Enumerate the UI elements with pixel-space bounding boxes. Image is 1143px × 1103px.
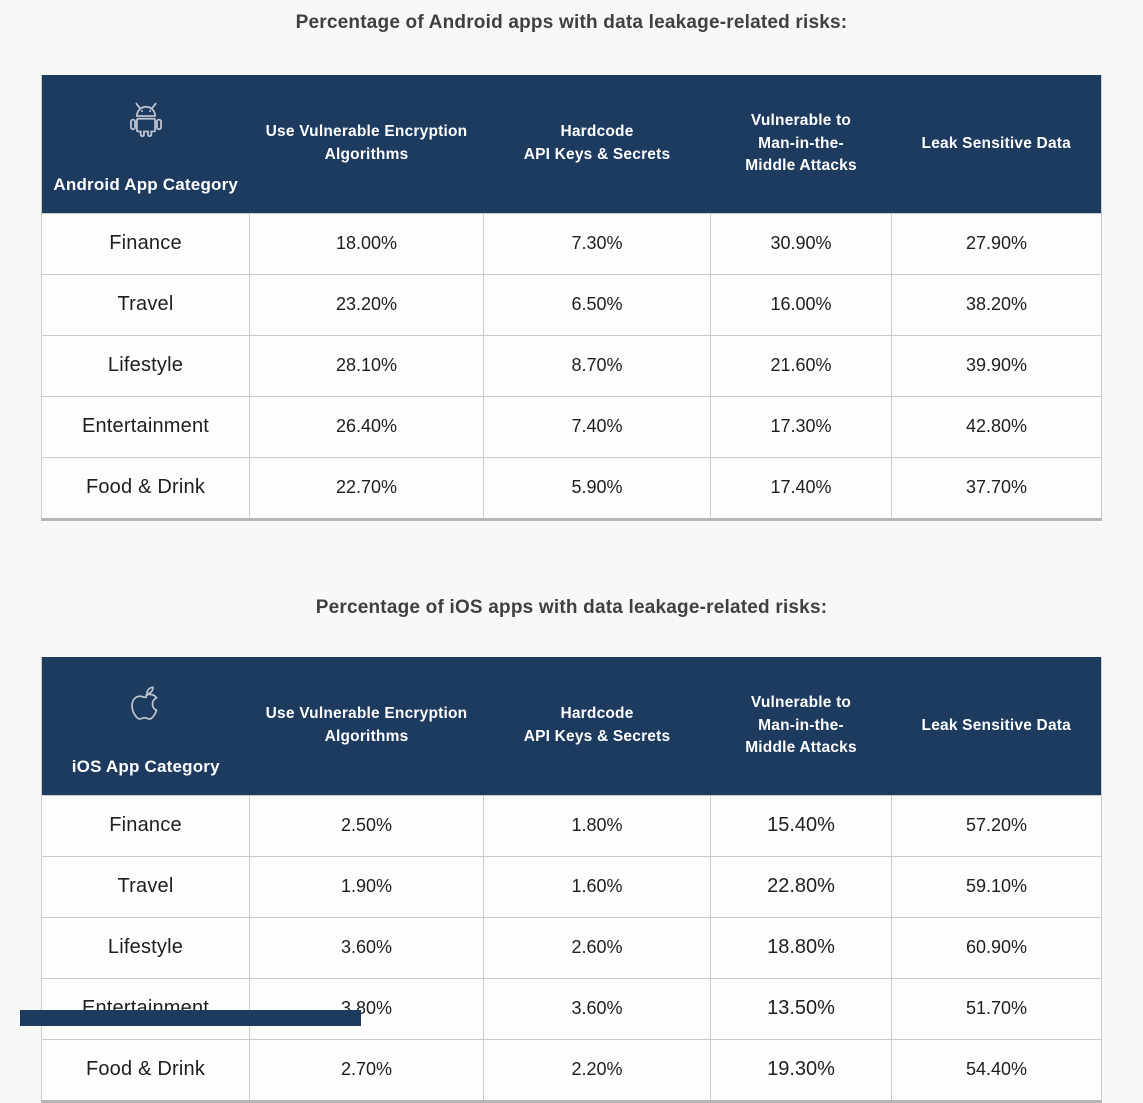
android-table-body: Finance 18.00% 7.30% 30.90% 27.90% Trave… <box>41 212 1102 520</box>
value-cell: 3.60% <box>483 977 711 1040</box>
value-cell: 15.40% <box>710 794 892 857</box>
value-cell: 42.80% <box>891 395 1102 458</box>
category-cell: Finance <box>41 212 250 275</box>
value-cell: 6.50% <box>483 273 711 336</box>
value-cell: 22.70% <box>249 456 484 520</box>
table-row: Lifestyle 3.60% 2.60% 18.80% 60.90% <box>41 916 1102 979</box>
value-cell: 57.20% <box>891 794 1102 857</box>
android-table-title: Percentage of Android apps with data lea… <box>295 12 848 33</box>
value-cell: 23.20% <box>249 273 484 336</box>
column-header-mitm: Vulnerable to Man-in-the- Middle Attacks <box>710 75 892 214</box>
value-cell: 2.20% <box>483 1038 711 1102</box>
table-row: Lifestyle 28.10% 8.70% 21.60% 39.90% <box>41 334 1102 397</box>
value-cell: 16.00% <box>710 273 892 336</box>
value-cell: 8.70% <box>483 334 711 397</box>
column-header-hardcode: Hardcode API Keys & Secrets <box>483 75 711 214</box>
category-cell: Food & Drink <box>41 456 250 520</box>
header-row: Android App Category Use Vulnerable Encr… <box>41 75 1102 214</box>
value-cell: 1.90% <box>249 855 484 918</box>
value-cell: 1.80% <box>483 794 711 857</box>
value-cell: 51.70% <box>891 977 1102 1040</box>
table-row: Travel 23.20% 6.50% 16.00% 38.20% <box>41 273 1102 336</box>
ios-category-header-cell: iOS App Category <box>41 656 250 796</box>
value-cell: 21.60% <box>710 334 892 397</box>
value-cell: 27.90% <box>891 212 1102 275</box>
value-cell: 18.00% <box>249 212 484 275</box>
value-cell: 1.60% <box>483 855 711 918</box>
table-row: Finance 18.00% 7.30% 30.90% 27.90% <box>41 212 1102 275</box>
column-header-mitm: Vulnerable to Man-in-the- Middle Attacks <box>710 656 892 796</box>
android-risk-table: Android App Category Use Vulnerable Encr… <box>41 75 1102 521</box>
category-cell: Travel <box>41 273 250 336</box>
category-cell: Finance <box>41 794 250 857</box>
value-cell: 7.30% <box>483 212 711 275</box>
value-cell: 59.10% <box>891 855 1102 918</box>
value-cell: 2.50% <box>249 794 484 857</box>
value-cell: 2.70% <box>249 1038 484 1102</box>
column-header-encryption: Use Vulnerable Encryption Algorithms <box>249 75 484 214</box>
ios-table-body: Finance 2.50% 1.80% 15.40% 57.20% Travel… <box>41 794 1102 1102</box>
value-cell: 30.90% <box>710 212 892 275</box>
android-category-header-cell: Android App Category <box>41 75 250 214</box>
category-cell: Entertainment <box>41 395 250 458</box>
category-cell: Travel <box>41 855 250 918</box>
value-cell: 26.40% <box>249 395 484 458</box>
column-header-encryption: Use Vulnerable Encryption Algorithms <box>249 656 484 796</box>
value-cell: 7.40% <box>483 395 711 458</box>
value-cell: 17.30% <box>710 395 892 458</box>
category-cell: Lifestyle <box>41 334 250 397</box>
ios-table-title: Percentage of iOS apps with data leakage… <box>315 596 828 618</box>
ios-risk-table: iOS App Category Use Vulnerable Encrypti… <box>41 656 1102 1103</box>
value-cell: 3.80% <box>249 977 484 1040</box>
value-cell: 13.50% <box>710 977 892 1040</box>
column-header-leak: Leak Sensitive Data <box>891 75 1102 214</box>
value-cell: 18.80% <box>710 916 892 979</box>
android-category-header-label: Android App Category <box>53 175 239 195</box>
value-cell: 39.90% <box>891 334 1102 397</box>
android-table-header: Android App Category Use Vulnerable Encr… <box>41 75 1102 214</box>
value-cell: 54.40% <box>891 1038 1102 1102</box>
column-header-hardcode: Hardcode API Keys & Secrets <box>483 656 711 796</box>
value-cell: 60.90% <box>891 916 1102 979</box>
value-cell: 3.60% <box>249 916 484 979</box>
category-cell: Lifestyle <box>41 916 250 979</box>
value-cell: 19.30% <box>710 1038 892 1102</box>
table-row: Entertainment 26.40% 7.40% 17.30% 42.80% <box>41 395 1102 458</box>
value-cell: 17.40% <box>710 456 892 520</box>
android-icon <box>48 100 244 142</box>
table-row: Finance 2.50% 1.80% 15.40% 57.20% <box>41 794 1102 857</box>
table-row: Travel 1.90% 1.60% 22.80% 59.10% <box>41 855 1102 918</box>
table-row: Food & Drink 2.70% 2.20% 19.30% 54.40% <box>41 1038 1102 1102</box>
cutoff-navy-bar <box>20 1010 361 1026</box>
page: { "page": { "background": "#f8f8f7", "he… <box>20 12 1102 1103</box>
category-cell: Entertainment <box>41 977 250 1040</box>
ios-category-header-label: iOS App Category <box>71 757 220 777</box>
header-row: iOS App Category Use Vulnerable Encrypti… <box>41 656 1102 796</box>
table-row: Entertainment 3.80% 3.60% 13.50% 51.70% <box>41 977 1102 1040</box>
value-cell: 28.10% <box>249 334 484 397</box>
value-cell: 5.90% <box>483 456 711 520</box>
apple-icon <box>48 682 244 724</box>
category-cell: Food & Drink <box>41 1038 250 1102</box>
ios-table-header: iOS App Category Use Vulnerable Encrypti… <box>41 656 1102 796</box>
value-cell: 38.20% <box>891 273 1102 336</box>
column-header-leak: Leak Sensitive Data <box>891 656 1102 796</box>
value-cell: 37.70% <box>891 456 1102 520</box>
value-cell: 22.80% <box>710 855 892 918</box>
table-row: Food & Drink 22.70% 5.90% 17.40% 37.70% <box>41 456 1102 520</box>
value-cell: 2.60% <box>483 916 711 979</box>
